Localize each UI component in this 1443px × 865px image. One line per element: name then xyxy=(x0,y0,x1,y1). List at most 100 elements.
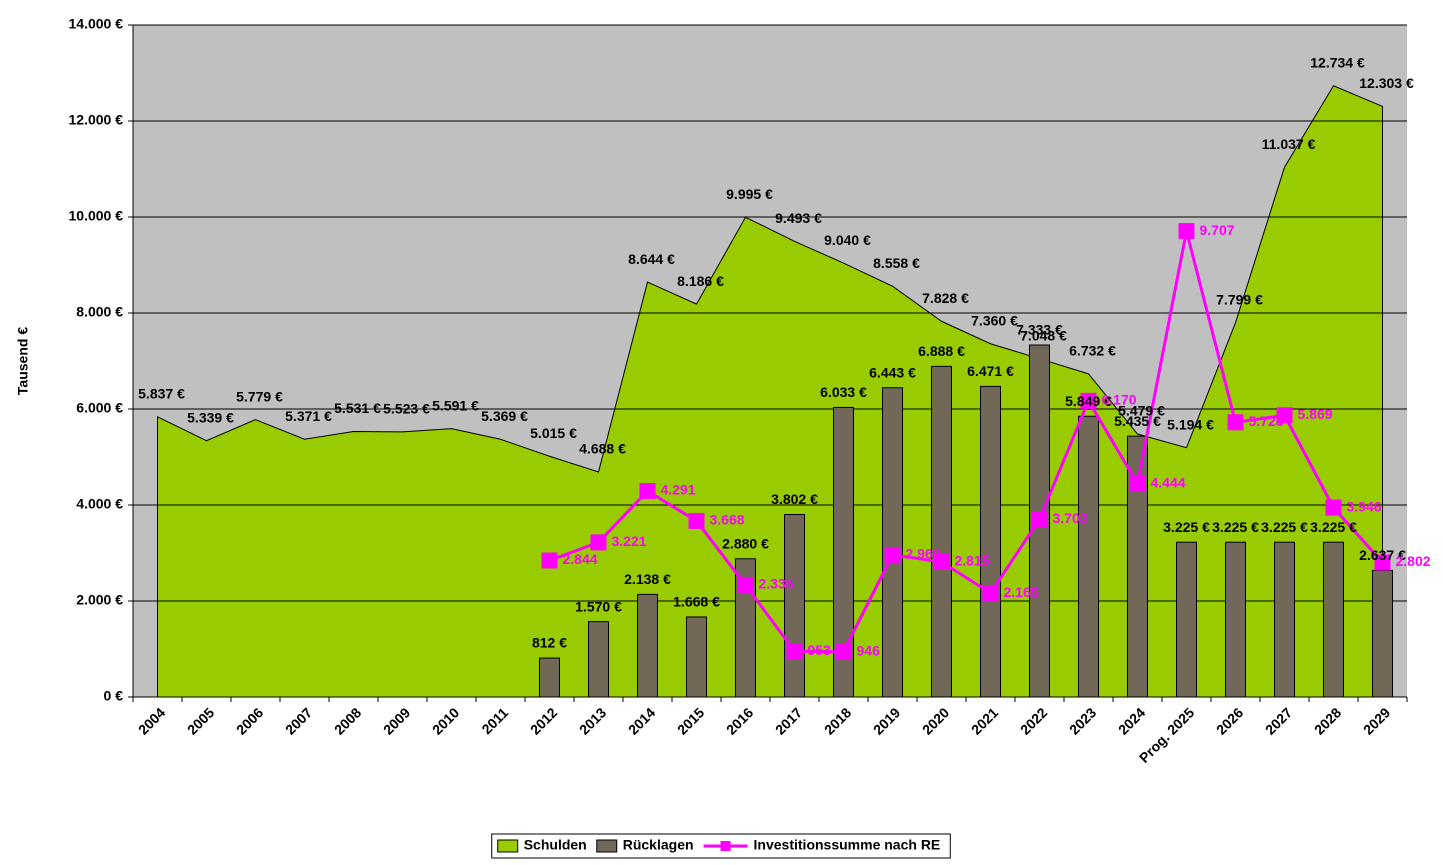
data-label: 3.703 xyxy=(1053,510,1088,526)
line-marker xyxy=(688,512,705,529)
data-label: 1.570 € xyxy=(575,598,622,614)
y-tick-label: 4.000 € xyxy=(76,496,123,512)
data-label: 2.138 € xyxy=(624,571,671,587)
y-tick-label: 2.000 € xyxy=(76,592,123,608)
legend-swatch xyxy=(596,839,618,853)
data-label: 5.591 € xyxy=(432,397,479,413)
line-marker xyxy=(590,534,607,551)
data-label: 2.335 xyxy=(759,576,794,592)
data-label: 9.493 € xyxy=(775,210,822,226)
data-label: 9.995 € xyxy=(726,186,773,202)
data-label: 3.668 xyxy=(710,512,745,528)
data-label: 9.040 € xyxy=(824,232,871,248)
data-label: 812 € xyxy=(532,635,567,651)
data-label: 7.828 € xyxy=(922,290,969,306)
data-label: 5.339 € xyxy=(187,409,234,425)
data-label: 3.225 € xyxy=(1212,519,1259,535)
data-label: 2.815 xyxy=(955,553,990,569)
data-label: 6.888 € xyxy=(918,343,965,359)
data-label: 8.644 € xyxy=(628,251,675,267)
bar xyxy=(980,385,1001,698)
x-tick-label: 2018 xyxy=(821,704,854,737)
line-marker xyxy=(786,643,803,660)
data-label: 5.435 € xyxy=(1114,413,1161,429)
line-marker xyxy=(639,483,656,500)
x-tick-label: 2026 xyxy=(1213,704,1246,737)
bar xyxy=(882,387,903,698)
data-label: 7.799 € xyxy=(1216,291,1263,307)
x-tick-label: 2007 xyxy=(282,704,315,737)
bar xyxy=(686,616,707,698)
bar xyxy=(931,365,952,698)
bar xyxy=(637,593,658,698)
legend-swatch xyxy=(720,841,731,851)
data-label: 12.734 € xyxy=(1310,54,1365,70)
x-tick-label: 2029 xyxy=(1360,704,1393,737)
x-tick-label: 2017 xyxy=(772,704,805,737)
area xyxy=(157,85,1383,698)
y-tick-label: 8.000 € xyxy=(76,304,123,320)
y-tick-label: 10.000 € xyxy=(69,208,124,224)
x-tick-label: 2005 xyxy=(184,704,217,737)
data-label: 5.837 € xyxy=(138,386,185,402)
y-tick-label: 12.000 € xyxy=(69,112,124,128)
x-tick-label: 2004 xyxy=(135,704,168,737)
bar xyxy=(1323,541,1344,698)
bar xyxy=(588,621,609,698)
data-label: 5.369 € xyxy=(481,408,528,424)
x-tick-label: 2022 xyxy=(1017,704,1050,737)
x-tick-label: 2008 xyxy=(331,704,364,737)
legend-label: Investitionssumme nach RE xyxy=(754,837,941,853)
data-label: 5.531 € xyxy=(334,400,381,416)
data-label: 5.015 € xyxy=(530,425,577,441)
data-label: 6.471 € xyxy=(967,363,1014,379)
data-label: 11.037 € xyxy=(1262,136,1316,152)
x-tick-label: 2016 xyxy=(723,704,756,737)
data-label: 3.225 € xyxy=(1310,519,1357,535)
data-label: 12.303 € xyxy=(1359,75,1414,91)
data-label: 8.558 € xyxy=(873,255,920,271)
x-tick-label: 2010 xyxy=(429,704,462,737)
data-label: 5.371 € xyxy=(285,408,332,424)
x-tick-label: 2009 xyxy=(380,704,413,737)
x-tick-label: 2024 xyxy=(1115,704,1148,737)
bar xyxy=(1127,435,1148,698)
data-label: 2.165 xyxy=(1004,584,1039,600)
bar xyxy=(1176,541,1197,698)
data-label: 3.225 € xyxy=(1261,519,1308,535)
line-marker xyxy=(1178,223,1195,240)
x-tick-label: 2021 xyxy=(968,704,1001,737)
bar xyxy=(1225,541,1246,698)
data-label: 4.444 xyxy=(1151,474,1186,490)
data-label: 5.523 € xyxy=(383,401,430,417)
line-marker xyxy=(933,553,950,570)
data-label: 5.723 xyxy=(1249,413,1284,429)
y-tick-label: 0 € xyxy=(104,688,124,704)
data-label: 9.707 xyxy=(1200,222,1235,238)
line-marker xyxy=(1276,407,1293,424)
bar xyxy=(539,657,560,698)
data-label: 2.880 € xyxy=(722,535,769,551)
data-label: 2.802 xyxy=(1396,553,1431,569)
data-label: 5.479 € xyxy=(1118,403,1165,419)
x-tick-label: 2014 xyxy=(625,704,658,737)
data-label: 6.732 € xyxy=(1069,343,1116,359)
line-marker xyxy=(1080,392,1097,409)
data-label: 3.221 xyxy=(612,533,647,549)
legend-swatch xyxy=(497,839,519,853)
x-tick-label: 2013 xyxy=(576,704,609,737)
line-marker xyxy=(1374,554,1391,571)
data-label: 3.225 € xyxy=(1163,519,1210,535)
line-marker xyxy=(835,643,852,660)
line-marker xyxy=(737,576,754,593)
x-tick-label: 2020 xyxy=(919,704,952,737)
bar xyxy=(784,514,805,698)
data-label: 5.849 € xyxy=(1065,393,1112,409)
data-label: 3.802 € xyxy=(771,491,818,507)
data-label: 946 xyxy=(857,642,881,658)
y-tick-label: 14.000 € xyxy=(69,16,124,32)
data-label: 7.360 € xyxy=(971,312,1018,328)
line-marker xyxy=(1031,511,1048,528)
line-marker xyxy=(1227,414,1244,431)
